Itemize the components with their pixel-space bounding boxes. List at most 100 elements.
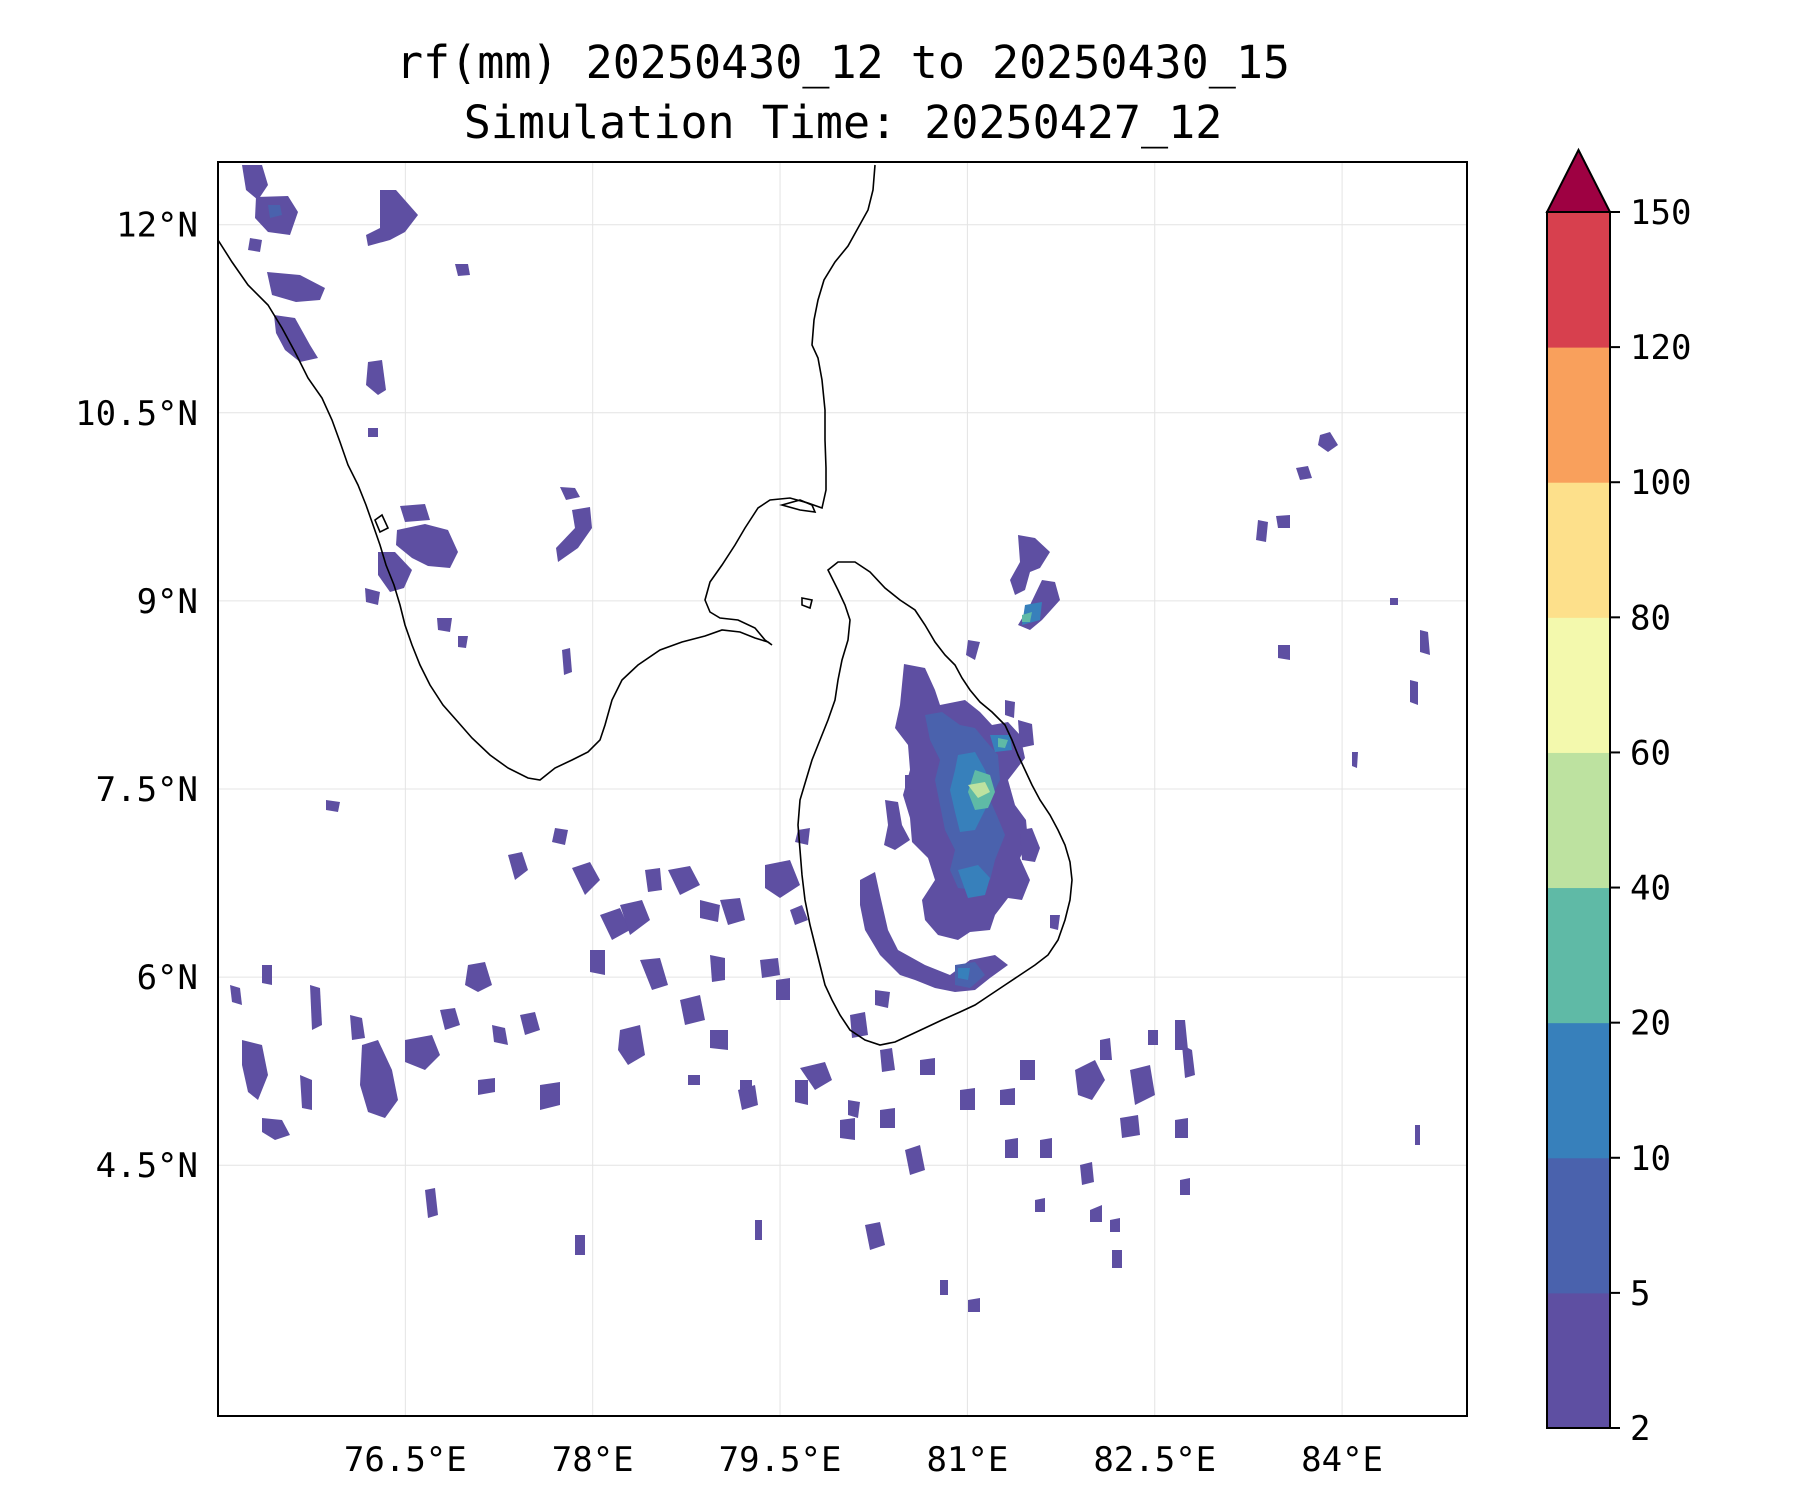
rain-cell <box>710 955 725 982</box>
rain-cell <box>540 1082 560 1110</box>
rain-cell <box>262 965 272 985</box>
colorbar-bin <box>1547 887 1610 1024</box>
colorbar-bin <box>1547 1157 1610 1294</box>
rain-cell <box>1022 612 1032 622</box>
rain-cell <box>688 1075 700 1085</box>
colorbar-bin <box>1547 617 1610 753</box>
rain-cell <box>905 775 915 790</box>
rain-cell <box>1278 645 1290 660</box>
coastline <box>218 164 1073 1046</box>
rain-cell-srilanka <box>875 990 890 1008</box>
rain-cell <box>492 1025 508 1045</box>
colorbar-tick-label: 40 <box>1630 869 1671 909</box>
rain-cell <box>1005 1138 1018 1158</box>
rain-cell <box>1010 535 1050 595</box>
rain-cell <box>1175 1118 1188 1138</box>
rain-cell <box>425 1188 438 1218</box>
rain-cell <box>326 800 340 812</box>
colorbar-tick-label: 120 <box>1630 328 1691 368</box>
rain-cell <box>437 618 452 632</box>
rain-cell-srilanka <box>966 640 980 660</box>
rain-cell <box>790 905 808 925</box>
rain-cell <box>1352 752 1358 768</box>
rain-cell <box>1296 466 1312 480</box>
rain-cell <box>465 962 492 992</box>
rain-cell <box>880 1108 895 1128</box>
rain-cell-srilanka <box>958 865 990 898</box>
rain-cell <box>508 852 528 880</box>
colorbar-tick-label: 5 <box>1630 1274 1650 1314</box>
rain-cell <box>360 1040 398 1118</box>
rain-cell <box>1410 680 1418 705</box>
map-frame <box>217 161 1468 1417</box>
rain-cell <box>905 1145 925 1175</box>
rain-cell <box>230 985 242 1005</box>
rain-cell <box>590 950 605 975</box>
rain-cell <box>968 1298 980 1312</box>
rain-cell <box>572 862 600 895</box>
colorbar-extend-arrow <box>1545 147 1612 213</box>
rain-cell <box>274 315 318 362</box>
x-tick-label: 78°E <box>552 1440 634 1480</box>
rain-cell <box>1415 1125 1420 1145</box>
rain-cell <box>1075 1060 1105 1100</box>
rain-cell <box>1276 515 1290 528</box>
rain-cell <box>1180 1178 1190 1195</box>
rain-cell <box>960 1088 975 1110</box>
colorbar-tick-label: 80 <box>1630 598 1671 638</box>
y-tick-label: 12°N <box>116 206 198 246</box>
rain-cell <box>755 1220 762 1240</box>
rain-cell <box>1090 1205 1102 1222</box>
rain-cell <box>848 1100 860 1118</box>
colorbar-tick-label: 150 <box>1630 193 1691 233</box>
rain-cell <box>1256 520 1268 542</box>
rain-cell <box>600 908 630 940</box>
rain-cell <box>765 860 800 898</box>
x-tick-label: 82.5°E <box>1093 1440 1216 1480</box>
rain-cell <box>720 898 745 925</box>
rain-cell <box>440 1008 460 1030</box>
y-tick-label: 6°N <box>137 958 198 998</box>
rain-cell <box>880 1048 895 1072</box>
srilanka-coastline <box>797 561 1073 1046</box>
colorbar-bin <box>1547 347 1610 483</box>
rain-cell <box>552 828 568 845</box>
rain-cell <box>262 1118 290 1140</box>
rain-cell <box>310 985 322 1030</box>
rain-cell <box>1175 1020 1188 1050</box>
map-panel: 76.5°E 78°E 79.5°E 81°E 82.5°E 84°E 12°N 10.5°… <box>75 161 1468 1480</box>
y-tick-label: 10.5°N <box>75 394 198 434</box>
rain-cell <box>478 1078 495 1095</box>
rain-cell <box>1000 1088 1015 1105</box>
rain-cell <box>350 1015 365 1040</box>
rain-cell <box>242 165 268 200</box>
island-outline <box>801 597 813 610</box>
rain-cell <box>840 1118 855 1140</box>
rain-cell <box>242 1040 268 1100</box>
rain-cell <box>640 958 668 990</box>
rain-cell <box>1420 630 1430 655</box>
rain-cell <box>1318 432 1338 452</box>
map-title: rf(mm) 20250430_12 to 20250430_15 <box>395 36 1291 89</box>
rain-cell <box>378 552 412 592</box>
y-tick-label: 4.5°N <box>96 1146 198 1186</box>
rain-cell <box>366 360 386 395</box>
india-coastline <box>218 164 876 781</box>
x-tick-label: 81°E <box>926 1440 1008 1480</box>
rain-cell-srilanka <box>1005 700 1015 718</box>
colorbar-bin <box>1547 212 1610 348</box>
rain-cell <box>520 1012 540 1035</box>
rain-cell <box>1112 1250 1122 1268</box>
rain-cell <box>940 1280 948 1295</box>
rain-cell-srilanka <box>958 968 970 980</box>
rain-cell <box>575 1235 585 1255</box>
colorbar-tick-label: 60 <box>1630 733 1671 773</box>
rain-cell <box>268 205 282 218</box>
rain-cell <box>920 1058 935 1075</box>
colorbar-bin <box>1547 752 1610 889</box>
rain-cell <box>645 868 662 892</box>
rain-cell <box>850 1012 868 1038</box>
rain-cell <box>556 507 592 562</box>
rain-cell <box>668 866 700 895</box>
